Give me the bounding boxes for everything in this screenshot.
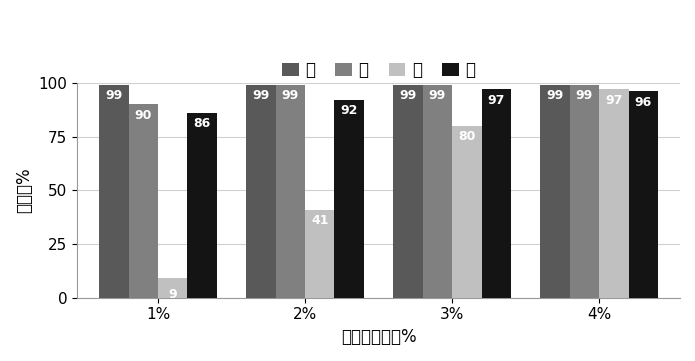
Text: 97: 97 (605, 93, 623, 106)
Bar (188, 113, 217, 298)
Bar (423, 85, 452, 298)
Bar (482, 89, 511, 298)
Bar (276, 85, 305, 298)
Text: 99: 99 (546, 89, 564, 102)
Text: 99: 99 (105, 89, 122, 102)
Text: 99: 99 (429, 89, 446, 102)
Text: 9: 9 (168, 288, 177, 301)
Bar (628, 91, 658, 298)
Bar (305, 210, 334, 298)
Bar (99, 85, 129, 298)
X-axis label: 鼗化剂添加量%: 鼗化剂添加量% (341, 328, 416, 346)
Bar (158, 278, 188, 298)
Legend: 铜, 铅, 镝, 甸: 铜, 铅, 镝, 甸 (275, 55, 482, 86)
Text: 41: 41 (311, 214, 329, 227)
Text: 96: 96 (635, 96, 652, 109)
Bar (599, 89, 628, 298)
Text: 99: 99 (252, 89, 270, 102)
Bar (452, 126, 482, 298)
Text: 90: 90 (135, 109, 152, 122)
Bar (246, 85, 276, 298)
Text: 99: 99 (400, 89, 416, 102)
Text: 92: 92 (341, 104, 358, 117)
Y-axis label: 鼗化率%: 鼗化率% (15, 168, 33, 213)
Bar (570, 85, 599, 298)
Text: 80: 80 (458, 130, 475, 143)
Text: 99: 99 (281, 89, 299, 102)
Bar (393, 85, 423, 298)
Bar (540, 85, 570, 298)
Bar (334, 100, 364, 298)
Text: 97: 97 (487, 93, 505, 106)
Text: 86: 86 (193, 117, 211, 130)
Bar (129, 104, 158, 298)
Text: 99: 99 (575, 89, 593, 102)
